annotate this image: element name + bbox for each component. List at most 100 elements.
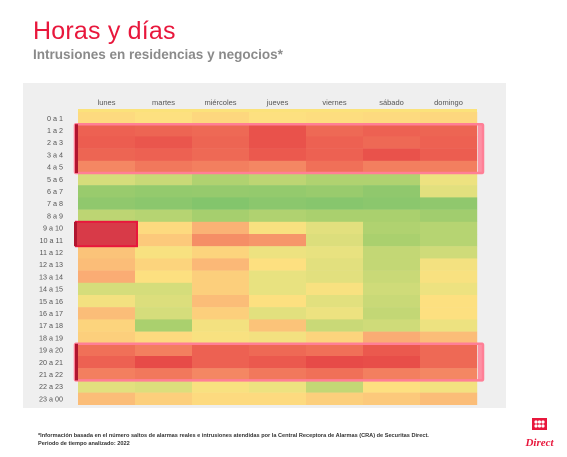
chart-title: Horas y días xyxy=(33,17,176,45)
heatmap-cell xyxy=(249,112,307,125)
heatmap-cell xyxy=(420,319,478,332)
day-label: sábado xyxy=(379,98,404,107)
highlight-band-tab xyxy=(478,343,484,381)
heatmap-cell xyxy=(249,307,307,320)
heatmap-cell xyxy=(78,246,136,259)
heatmap-cell xyxy=(306,295,364,308)
heatmap-cell xyxy=(306,270,364,283)
heatmap-cell xyxy=(135,282,193,296)
heatmap-cell xyxy=(306,246,364,259)
heatmap-cell xyxy=(363,136,421,149)
heatmap-top-strip xyxy=(78,109,477,112)
heatmap-cell xyxy=(192,160,250,174)
heatmap-cell xyxy=(192,185,250,198)
day-label: martes xyxy=(152,98,175,107)
heatmap-cell xyxy=(420,307,478,320)
logo-wordmark: Direct xyxy=(524,437,554,449)
hour-label: 23 a 00 xyxy=(39,394,63,403)
hour-label: 9 a 10 xyxy=(43,224,63,233)
heatmap-cell xyxy=(78,124,136,137)
heatmap-chart: lunes martes miércoles jueves viernes sábado d… xyxy=(39,98,485,405)
heatmap-cell xyxy=(306,234,364,247)
heatmap-cell xyxy=(363,380,421,393)
heatmap-cell xyxy=(363,356,421,369)
heatmap-cell xyxy=(306,368,364,381)
heatmap-cell xyxy=(78,148,136,161)
heatmap-cell xyxy=(249,368,307,381)
heatmap-cell xyxy=(78,356,136,369)
day-label: lunes xyxy=(98,98,116,107)
heatmap-cell xyxy=(78,282,136,296)
heatmap-cell xyxy=(363,234,421,247)
heatmap-cell xyxy=(135,258,193,271)
heatmap-cell xyxy=(249,173,307,186)
footnote: *Información basada en el número saltos … xyxy=(38,432,429,448)
highlight-band-edge xyxy=(75,124,78,173)
hour-label: 22 a 23 xyxy=(39,382,63,391)
heatmap-cell xyxy=(249,258,307,271)
heatmap-cell xyxy=(192,173,250,186)
heatmap-cell xyxy=(249,246,307,259)
heatmap-cell xyxy=(78,112,136,125)
heatmap-cell xyxy=(135,319,193,332)
heatmap-cell xyxy=(249,160,307,174)
hour-label: 16 a 17 xyxy=(39,309,63,318)
heatmap-cell xyxy=(306,331,364,344)
hour-label: 8 a 9 xyxy=(47,211,63,220)
heatmap-cell xyxy=(249,234,307,247)
heatmap-cell xyxy=(135,234,193,247)
highlight-cell-edge xyxy=(74,221,77,247)
heatmap-cell xyxy=(135,246,193,259)
day-label: jueves xyxy=(266,98,289,107)
heatmap-cell xyxy=(420,270,478,283)
heatmap-cell xyxy=(306,307,364,320)
heatmap-cell xyxy=(306,148,364,161)
securitas-direct-logo: Direct xyxy=(524,418,554,449)
heatmap-cell xyxy=(306,197,364,210)
heatmap-cell xyxy=(363,270,421,283)
chart-subtitle: Intrusiones en residencias y negocios* xyxy=(33,47,283,62)
hour-label: 5 a 6 xyxy=(47,175,63,184)
heatmap-cell xyxy=(420,173,478,186)
day-label: viernes xyxy=(322,98,346,107)
heatmap-cell xyxy=(306,258,364,271)
heatmap-cell xyxy=(78,319,136,332)
heatmap-cell xyxy=(135,112,193,125)
heatmap-cell xyxy=(192,258,250,271)
heatmap-cell xyxy=(78,209,136,222)
heatmap-cell xyxy=(420,124,478,137)
heatmap-cell xyxy=(249,221,307,235)
heatmap-cell xyxy=(135,185,193,198)
heatmap-cell xyxy=(420,331,478,344)
heatmap-cell xyxy=(135,221,193,235)
heatmap-cell xyxy=(135,331,193,344)
heatmap-cell xyxy=(420,380,478,393)
heatmap-cell xyxy=(420,136,478,149)
heatmap-cell xyxy=(78,197,136,210)
heatmap-cell xyxy=(306,380,364,393)
heatmap-cell xyxy=(192,136,250,149)
heatmap-cell xyxy=(420,148,478,161)
heatmap-cell xyxy=(363,112,421,125)
heatmap-cell xyxy=(135,148,193,161)
heatmap-cell xyxy=(249,282,307,296)
heatmap-cell xyxy=(420,160,478,174)
heatmap-cell xyxy=(192,246,250,259)
heatmap-cell xyxy=(363,331,421,344)
heatmap-cell xyxy=(78,258,136,271)
heatmap-cell xyxy=(192,380,250,393)
hour-label: 0 a 1 xyxy=(47,114,63,123)
heatmap-cell xyxy=(249,136,307,149)
heatmap-cell xyxy=(135,295,193,308)
hour-label: 14 a 15 xyxy=(39,285,63,294)
heatmap-cell xyxy=(249,295,307,308)
heatmap-cell xyxy=(135,368,193,381)
heatmap-cell xyxy=(363,258,421,271)
heatmap-cell xyxy=(135,356,193,369)
heatmap-cell xyxy=(78,185,136,198)
heatmap-cell xyxy=(135,307,193,320)
heatmap-cell xyxy=(363,307,421,320)
heatmap-cell xyxy=(249,185,307,198)
heatmap-cell xyxy=(363,221,421,235)
heatmap-cell xyxy=(192,148,250,161)
